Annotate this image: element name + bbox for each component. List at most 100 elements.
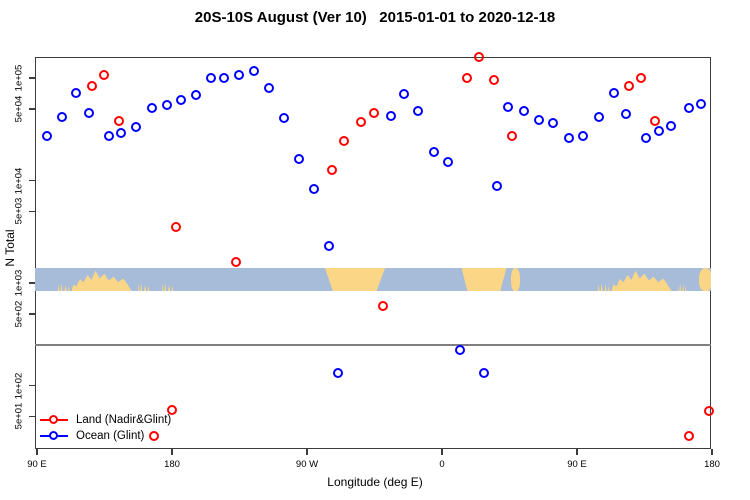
data-point-land — [462, 73, 473, 84]
legend-label-ocean: Ocean (Glint) — [76, 430, 145, 442]
y-axis-tick — [29, 179, 35, 182]
data-point-ocean — [279, 113, 290, 124]
data-point-ocean — [454, 345, 465, 355]
data-point-land — [703, 405, 714, 416]
data-point-ocean — [57, 112, 68, 123]
data-point-land — [684, 430, 695, 441]
data-point-land — [489, 75, 500, 86]
data-point-ocean — [147, 103, 158, 114]
data-point-ocean — [696, 99, 707, 110]
data-point-land — [231, 256, 242, 267]
data-point-ocean — [399, 89, 410, 100]
data-point-ocean — [190, 89, 201, 100]
data-point-ocean — [564, 132, 575, 143]
y-axis-tick — [29, 77, 35, 79]
land-patch — [71, 270, 132, 291]
chart-title: 20S-10S August (Ver 10) 2015-01-01 to 20… — [194, 9, 556, 26]
data-point-ocean — [621, 109, 632, 120]
data-point-land — [649, 115, 660, 126]
x-axis-tick-label: 180 — [164, 459, 180, 470]
x-axis-tick-label: 90 E — [567, 459, 587, 470]
data-point-ocean — [412, 106, 423, 117]
data-point-ocean — [333, 368, 344, 379]
x-axis-tick-label: 90 E — [27, 459, 47, 470]
data-point-ocean — [502, 101, 513, 112]
reference-line — [35, 343, 711, 346]
data-point-ocean — [162, 100, 173, 111]
data-point-ocean — [654, 126, 665, 137]
x-axis-tick-label: 90 W — [295, 459, 319, 470]
y-axis-tick-label: 5e+02 — [13, 300, 25, 328]
data-point-land — [378, 301, 389, 312]
legend-label-land: Land (Nadir&Glint) — [76, 414, 172, 426]
data-point-ocean — [519, 106, 530, 117]
data-point-land — [339, 136, 350, 147]
y-axis-tick — [29, 210, 35, 213]
data-point-ocean — [130, 121, 141, 132]
data-point-ocean — [534, 114, 545, 125]
x-axis-tick — [711, 449, 713, 455]
data-point-land — [148, 430, 159, 441]
x-axis-tick-label: 180 — [704, 459, 720, 470]
land-patch — [161, 282, 174, 291]
data-point-ocean — [103, 130, 114, 141]
y-axis-tick — [29, 313, 35, 315]
x-axis-tick — [36, 449, 38, 455]
legend: Land (Nadir&Glint) Ocean (Glint) — [40, 412, 171, 444]
data-point-ocean — [115, 127, 126, 138]
land-patch — [461, 268, 507, 291]
data-point-ocean — [594, 112, 605, 123]
data-point-ocean — [385, 111, 396, 122]
data-point-ocean — [684, 103, 695, 114]
ocean-circle-icon — [49, 430, 58, 440]
data-point-ocean — [547, 118, 558, 129]
data-point-ocean — [84, 108, 95, 119]
y-axis-tick-label: 5e+01 — [13, 403, 25, 430]
x-axis-tick — [441, 449, 443, 455]
land-patch — [511, 268, 520, 291]
y-axis-tick-label: 5e+03 — [13, 198, 25, 225]
land-patch — [325, 268, 385, 291]
data-point-land — [99, 70, 110, 81]
data-point-land — [507, 130, 518, 141]
data-point-land — [369, 108, 380, 119]
y-axis-tick — [29, 384, 35, 387]
data-point-ocean — [219, 73, 230, 84]
data-point-ocean — [442, 157, 453, 168]
y-axis-tick — [29, 415, 35, 418]
data-point-ocean — [666, 120, 677, 131]
data-point-ocean — [264, 82, 275, 93]
data-point-ocean — [42, 130, 53, 141]
data-point-ocean — [640, 132, 651, 143]
land-patch — [598, 282, 610, 291]
x-axis-label: Longitude (deg E) — [327, 475, 423, 489]
data-point-ocean — [478, 368, 489, 379]
data-point-land — [171, 221, 182, 232]
data-point-ocean — [429, 146, 440, 157]
data-point-ocean — [309, 184, 320, 195]
data-point-ocean — [324, 240, 335, 251]
ocean-series-symbol-icon — [40, 430, 68, 441]
y-axis-tick-label: 1e+02 — [13, 372, 25, 399]
y-axis-tick-label: 1e+03 — [13, 269, 25, 297]
data-point-land — [166, 405, 177, 416]
land-patch — [611, 270, 672, 291]
x-axis-tick — [576, 449, 578, 455]
data-point-ocean — [609, 88, 620, 99]
y-axis-tick-label: 1e+04 — [13, 167, 25, 194]
y-axis-tick — [29, 282, 35, 284]
x-axis-tick — [306, 449, 308, 455]
land-patch — [137, 282, 150, 291]
land-series-symbol-icon — [40, 414, 68, 425]
y-axis-tick-label: 1e+05 — [13, 64, 25, 92]
legend-row-land: Land (Nadir&Glint) — [40, 412, 171, 428]
data-point-ocean — [249, 65, 260, 76]
data-point-land — [327, 164, 338, 175]
world-map-strip — [35, 268, 711, 291]
data-point-ocean — [577, 130, 588, 141]
legend-row-ocean: Ocean (Glint) — [40, 428, 171, 444]
land-patch — [698, 268, 711, 291]
data-point-ocean — [294, 154, 305, 165]
x-axis-tick — [171, 449, 173, 455]
